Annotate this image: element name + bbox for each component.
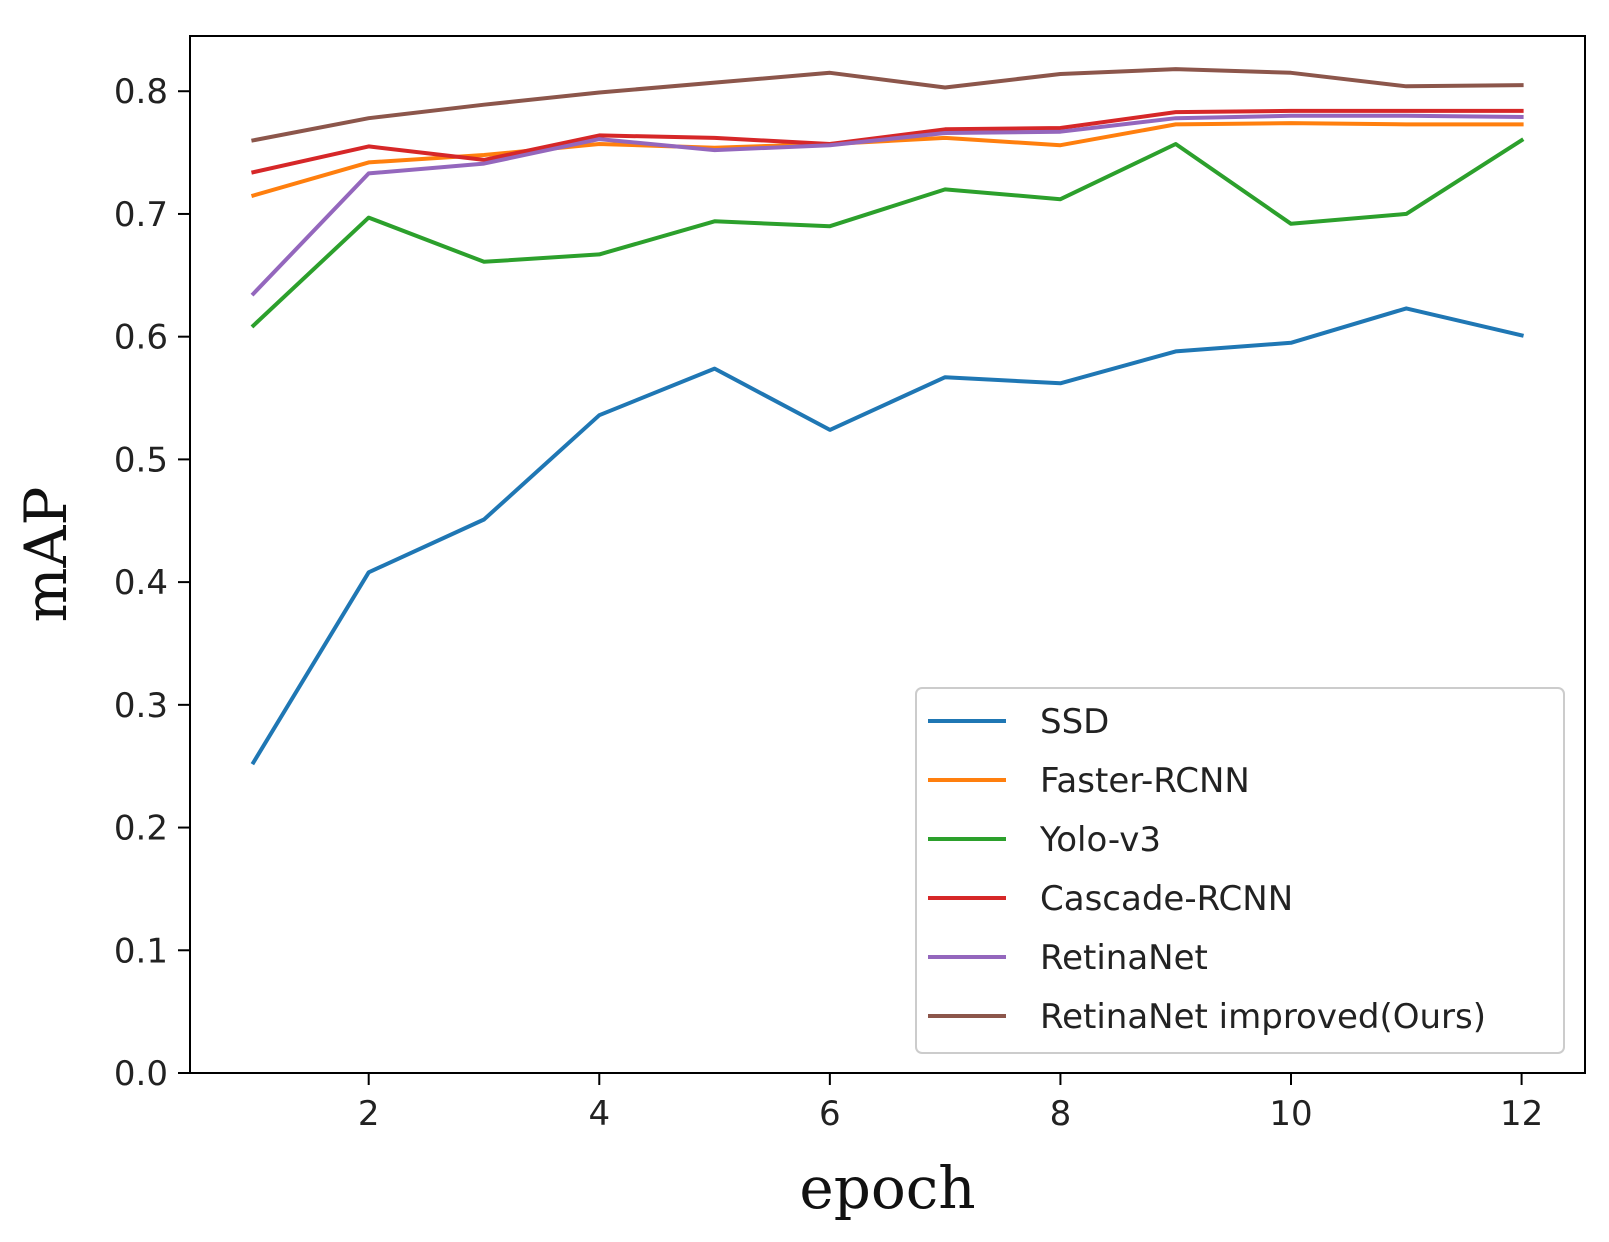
x-axis-ticks: 2 4 6 8 10 12 [358,1073,1543,1134]
legend: SSD Faster-RCNN Yolo-v3 Cascade-RCNN RetinaN… [915,687,1565,1054]
x-tick-label: 6 [819,1094,841,1134]
legend-label: Yolo-v3 [1039,820,1161,860]
legend-label: Faster-RCNN [1040,761,1250,801]
series-line-ssd [250,306,1525,766]
plot-area-frame [189,35,1586,1074]
y-tick-label: 0.7 [114,195,168,235]
y-tick-label: 0.2 [114,809,168,849]
y-tick-label: 0.6 [114,318,168,358]
series-lines [250,67,1525,766]
y-tick-label: 0.8 [114,72,168,112]
series-line-retinanet-improved-ours [251,67,1524,143]
series-line-cascade-rcnn [251,108,1524,175]
legend-label: Cascade-RCNN [1040,879,1293,919]
legend-label: RetinaNet improved(Ours) [1040,997,1486,1037]
y-tick-label: 0.0 [114,1054,168,1094]
x-tick-label: 4 [588,1094,610,1134]
x-tick-label: 10 [1269,1094,1312,1134]
series-line-retinanet [250,113,1524,297]
x-tick-label: 8 [1050,1094,1072,1134]
y-tick-label: 0.5 [114,440,168,480]
y-axis-title: mAP [12,487,80,623]
y-tick-label: 0.1 [114,931,168,971]
legend-label: RetinaNet [1040,938,1208,978]
y-tick-label: 0.3 [114,686,168,726]
y-tick-label: 0.4 [114,563,168,603]
x-axis-title: epoch [799,1154,975,1222]
legend-box [915,687,1565,1054]
x-tick-label: 12 [1500,1094,1543,1134]
x-tick-label: 2 [358,1094,380,1134]
legend-label: SSD [1040,702,1109,742]
y-axis-ticks: 0.0 0.1 0.2 0.3 0.4 0.5 0.6 0.7 0.8 [114,72,190,1094]
series-line-yolo-v3 [250,137,1525,329]
